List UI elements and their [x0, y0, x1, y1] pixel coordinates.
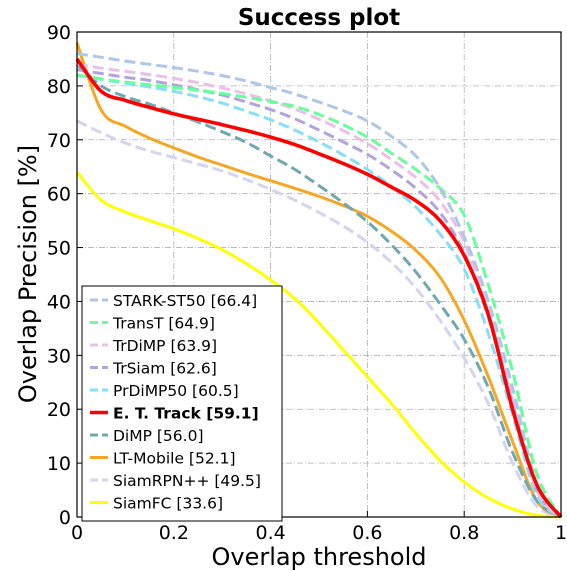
y-tick-label: 80 [47, 76, 71, 98]
legend-label: TrDiMP [63.9] [112, 337, 217, 355]
legend-label: LT-Mobile [52.1] [113, 450, 236, 468]
y-tick-label: 30 [47, 345, 71, 367]
series-line-9 [75, 171, 562, 519]
legend-label: PrDiMP50 [60.5] [113, 382, 239, 400]
legend-label: SiamRPN++ [49.5] [113, 472, 261, 490]
series-line-1 [76, 73, 563, 518]
series-line-5 [75, 57, 563, 519]
series-line-8 [76, 119, 562, 519]
x-axis-label: Overlap threshold [212, 543, 427, 571]
legend-label: STARK-ST50 [66.4] [113, 292, 257, 310]
series-lines [75, 42, 563, 519]
legend-label: E. T. Track [59.1] [113, 405, 259, 423]
y-tick-label: 40 [47, 291, 71, 313]
y-tick-label: 90 [47, 22, 71, 44]
y-tick-label: 10 [47, 453, 71, 475]
x-tick-label: 0.8 [449, 522, 479, 544]
series-line-0 [76, 52, 563, 518]
y-tick-label: 60 [47, 184, 71, 206]
legend-label: TransT [64.9] [112, 315, 215, 333]
legend: STARK-ST50 [66.4] TransT [64.9] TrDiMP [63… [81, 285, 283, 522]
y-tick-label: 50 [47, 238, 71, 260]
x-tick-label: 0.2 [159, 522, 189, 544]
x-tick-label: 0 [71, 522, 83, 544]
y-tick-label: 0 [59, 507, 71, 529]
x-tick-label: 0.6 [352, 522, 382, 544]
plot-area-frame [76, 31, 562, 518]
legend-label: TrSiam [62.6] [112, 360, 217, 378]
legend-label: DiMP [56.0] [113, 427, 204, 445]
legend-box [81, 285, 283, 522]
chart-title: Success plot [238, 5, 400, 31]
y-tick-label: 70 [47, 130, 71, 152]
legend-label: SiamFC [33.6] [113, 495, 223, 513]
series-line-6 [75, 63, 562, 519]
y-axis-label: Overlap Precision [%] [14, 145, 42, 403]
y-tick-label: 20 [47, 399, 71, 421]
series-line-7 [75, 42, 562, 519]
x-tick-label: 0.4 [255, 522, 285, 544]
series-line-4 [76, 73, 563, 519]
x-tick-label: 1 [555, 522, 567, 544]
